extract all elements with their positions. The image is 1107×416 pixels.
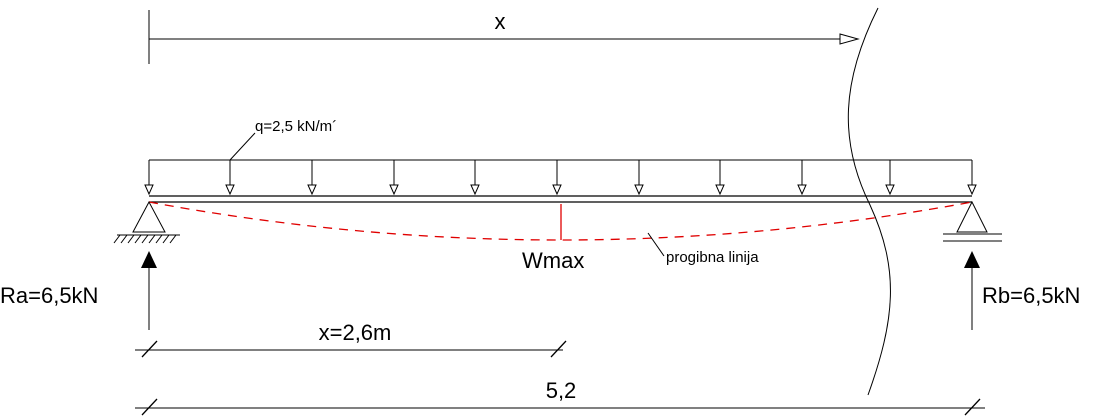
load-arrow	[307, 160, 317, 196]
load-arrow	[225, 160, 235, 196]
open-arrow-icon	[839, 33, 860, 45]
load-arrow	[797, 160, 807, 196]
hatch-stroke	[169, 234, 177, 244]
load-arrow	[552, 160, 562, 196]
top-x-label: x	[495, 9, 506, 34]
distributed-load: q=2,5 kN/m´	[144, 118, 977, 196]
wmax-label: Wmax	[522, 248, 584, 273]
hatch-stroke	[134, 234, 142, 244]
beam	[149, 195, 972, 203]
load-arrow	[967, 160, 977, 196]
section-cut-curve	[847, 7, 891, 396]
x-dimension: x=2,6m	[135, 320, 567, 358]
reaction-b: Rb=6,5kN	[964, 251, 1080, 330]
ra-label: Ra=6,5kN	[0, 283, 98, 308]
hatch-stroke	[113, 234, 121, 244]
deflection-label: progibna linija	[666, 249, 759, 266]
load-arrow	[885, 160, 895, 196]
hatch-stroke	[141, 234, 149, 244]
left-pin-support	[113, 200, 180, 244]
load-arrow	[470, 160, 480, 196]
hatch-stroke	[148, 234, 156, 244]
hatch-stroke	[155, 234, 163, 244]
span-dimension: 5,2	[135, 378, 985, 416]
ground-hatch	[113, 234, 177, 244]
right-roller-support	[943, 200, 1002, 242]
filled-arrow-icon	[141, 251, 157, 268]
load-arrow	[144, 160, 154, 196]
deflection-line: progibna linija Wmax	[148, 201, 973, 273]
rb-label: Rb=6,5kN	[982, 283, 1080, 308]
load-arrow	[389, 160, 399, 196]
hatch-stroke	[120, 234, 128, 244]
load-arrow	[634, 160, 644, 196]
load-arrow	[715, 160, 725, 196]
load-arrows	[144, 160, 977, 196]
hatch-stroke	[127, 234, 135, 244]
hatch-stroke	[162, 234, 170, 244]
load-label: q=2,5 kN/m´	[255, 118, 337, 135]
top-x-dimension: x	[148, 9, 860, 64]
x-dim-label: x=2,6m	[319, 320, 392, 345]
span-label: 5,2	[546, 378, 577, 403]
filled-arrow-icon	[964, 251, 980, 268]
reaction-a: Ra=6,5kN	[0, 251, 157, 330]
